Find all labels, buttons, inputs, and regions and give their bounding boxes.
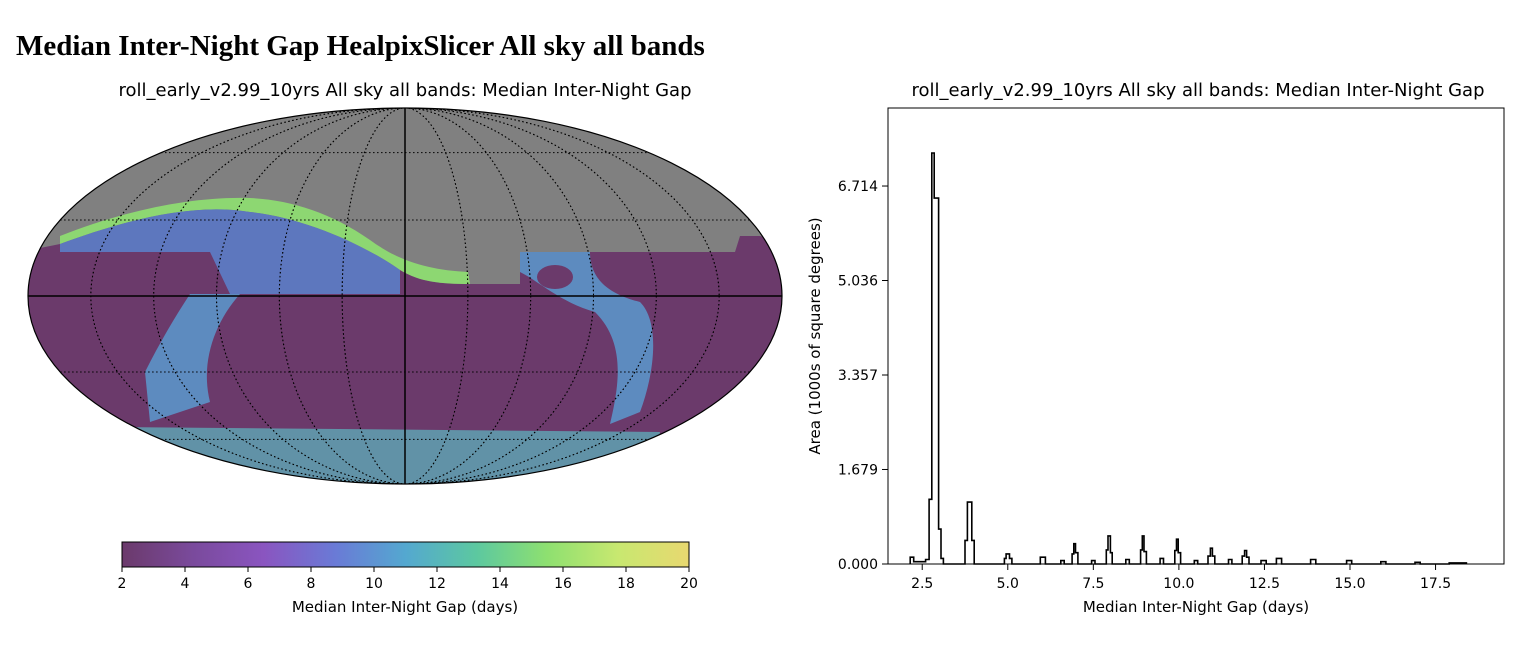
page-heading: Median Inter-Night Gap HealpixSlicer All…: [16, 30, 705, 62]
histogram-x-ticks: 2.5 5.0 7.5 10.0 12.5 15.0 17.5: [911, 564, 1451, 592]
x-tick-label: 10.0: [1163, 576, 1194, 592]
skymap-pixels: [28, 108, 782, 484]
y-tick-label: 3.357: [838, 368, 878, 384]
histogram-y-label: Area (1000s of square degrees): [806, 217, 824, 454]
x-tick-label: 12.5: [1249, 576, 1280, 592]
y-tick-label: 0.000: [838, 557, 878, 573]
skymap-outline: [27, 107, 783, 485]
x-tick-label: 2.5: [911, 576, 933, 592]
histogram-steps: [909, 152, 1468, 565]
skymap-figure: roll_early_v2.99_10yrs All sky all bands…: [27, 80, 783, 616]
colorbar-tick-label: 4: [181, 576, 190, 592]
galactic-plane-west: [145, 294, 240, 422]
colorbar-tick-label: 16: [554, 576, 572, 592]
skymap-title: roll_early_v2.99_10yrs All sky all bands…: [118, 80, 691, 101]
x-tick-label: 5.0: [997, 576, 1019, 592]
lmc-hole: [537, 265, 573, 289]
y-tick-label: 1.679: [838, 462, 878, 478]
colorbar-tick-label: 14: [491, 576, 509, 592]
colorbar-tick-label: 2: [118, 576, 127, 592]
colorbar-label: Median Inter-Night Gap (days): [292, 598, 518, 616]
colorbar-tick-label: 18: [617, 576, 635, 592]
colorbar-tick-label: 10: [365, 576, 383, 592]
colorbar-gradient: [121, 541, 690, 568]
histogram-axes-frame: [887, 107, 1505, 565]
colorbar-tick-label: 12: [428, 576, 446, 592]
y-tick-label: 5.036: [838, 273, 878, 289]
y-tick-label: 6.714: [838, 179, 878, 195]
histogram-figure: roll_early_v2.99_10yrs All sky all bands…: [806, 80, 1505, 616]
southern-cap-region: [120, 427, 660, 484]
galactic-plane-east: [520, 252, 654, 424]
histogram-y-ticks: 0.000 1.679 3.357 5.036 6.714: [838, 179, 888, 573]
histogram-x-label: Median Inter-Night Gap (days): [1083, 598, 1309, 616]
northern-edge-high-gap: [60, 197, 470, 284]
colorbar-tick-label: 20: [680, 576, 698, 592]
colorbar-tick-label: 6: [244, 576, 253, 592]
colorbar-ticks: 2 4 6 8 10 12 14 16 18 20: [118, 567, 698, 592]
histogram-title: roll_early_v2.99_10yrs All sky all bands…: [911, 80, 1484, 101]
x-tick-label: 7.5: [1082, 576, 1104, 592]
colorbar: 2 4 6 8 10 12 14 16 18 20 Median Inter-Night Gap …: [118, 541, 698, 616]
x-tick-label: 17.5: [1420, 576, 1451, 592]
northern-band-region: [60, 209, 400, 294]
x-tick-label: 15.0: [1334, 576, 1365, 592]
colorbar-tick-label: 8: [307, 576, 316, 592]
